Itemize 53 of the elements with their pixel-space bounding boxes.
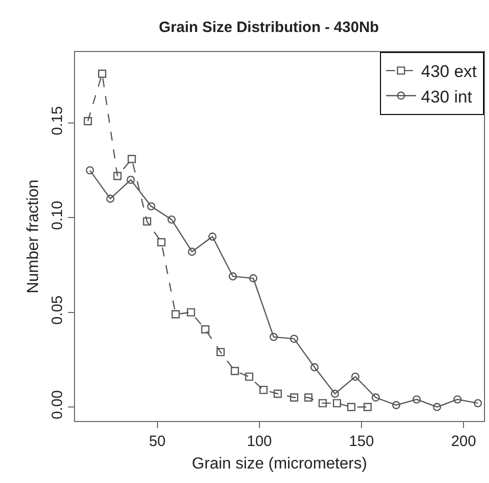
point [98, 70, 106, 78]
y-tick-label: 0.10 [49, 200, 66, 230]
y-tick-label: 0.00 [49, 390, 66, 420]
point [230, 366, 239, 376]
x-tick-label: 50 [148, 433, 166, 450]
point [84, 117, 92, 126]
point [188, 248, 196, 256]
point [274, 390, 282, 398]
point [245, 372, 254, 381]
point [392, 401, 400, 410]
point [453, 395, 462, 404]
point [208, 232, 217, 241]
point [290, 334, 298, 343]
point [259, 386, 268, 394]
x-tick-label: 100 [246, 433, 272, 450]
point [351, 372, 360, 381]
x-axis-title: Grain size (micrometers) [192, 456, 368, 473]
point [126, 176, 135, 184]
point [113, 172, 122, 180]
point [216, 348, 225, 356]
point [186, 308, 196, 316]
chart-title: Grain Size Distribution - 430Nb [158, 19, 379, 36]
point [172, 310, 180, 318]
legend-label: 430 int [421, 87, 472, 106]
point [86, 166, 94, 174]
point [290, 393, 298, 402]
point [249, 274, 258, 282]
point [372, 393, 380, 402]
x-tick-label: 150 [348, 433, 374, 450]
point [106, 194, 114, 203]
point [142, 217, 152, 226]
point [270, 332, 278, 342]
point [167, 215, 176, 224]
x-tick-label: 200 [451, 433, 476, 450]
legend-label: 430 ext [421, 62, 478, 82]
point [347, 402, 356, 412]
y-tick-label: 0.15 [49, 106, 66, 136]
y-axis-title: Number fraction [24, 180, 42, 294]
point [201, 325, 210, 334]
point [228, 272, 237, 280]
point [412, 395, 421, 404]
y-tick-label: 0.05 [49, 295, 66, 325]
point [128, 154, 136, 164]
point [332, 399, 342, 408]
point [432, 402, 442, 412]
point [474, 399, 482, 408]
point [330, 390, 340, 398]
point [304, 393, 312, 402]
point [364, 402, 372, 412]
point [318, 399, 327, 408]
point [157, 238, 166, 246]
point [310, 363, 319, 372]
point [147, 202, 156, 210]
